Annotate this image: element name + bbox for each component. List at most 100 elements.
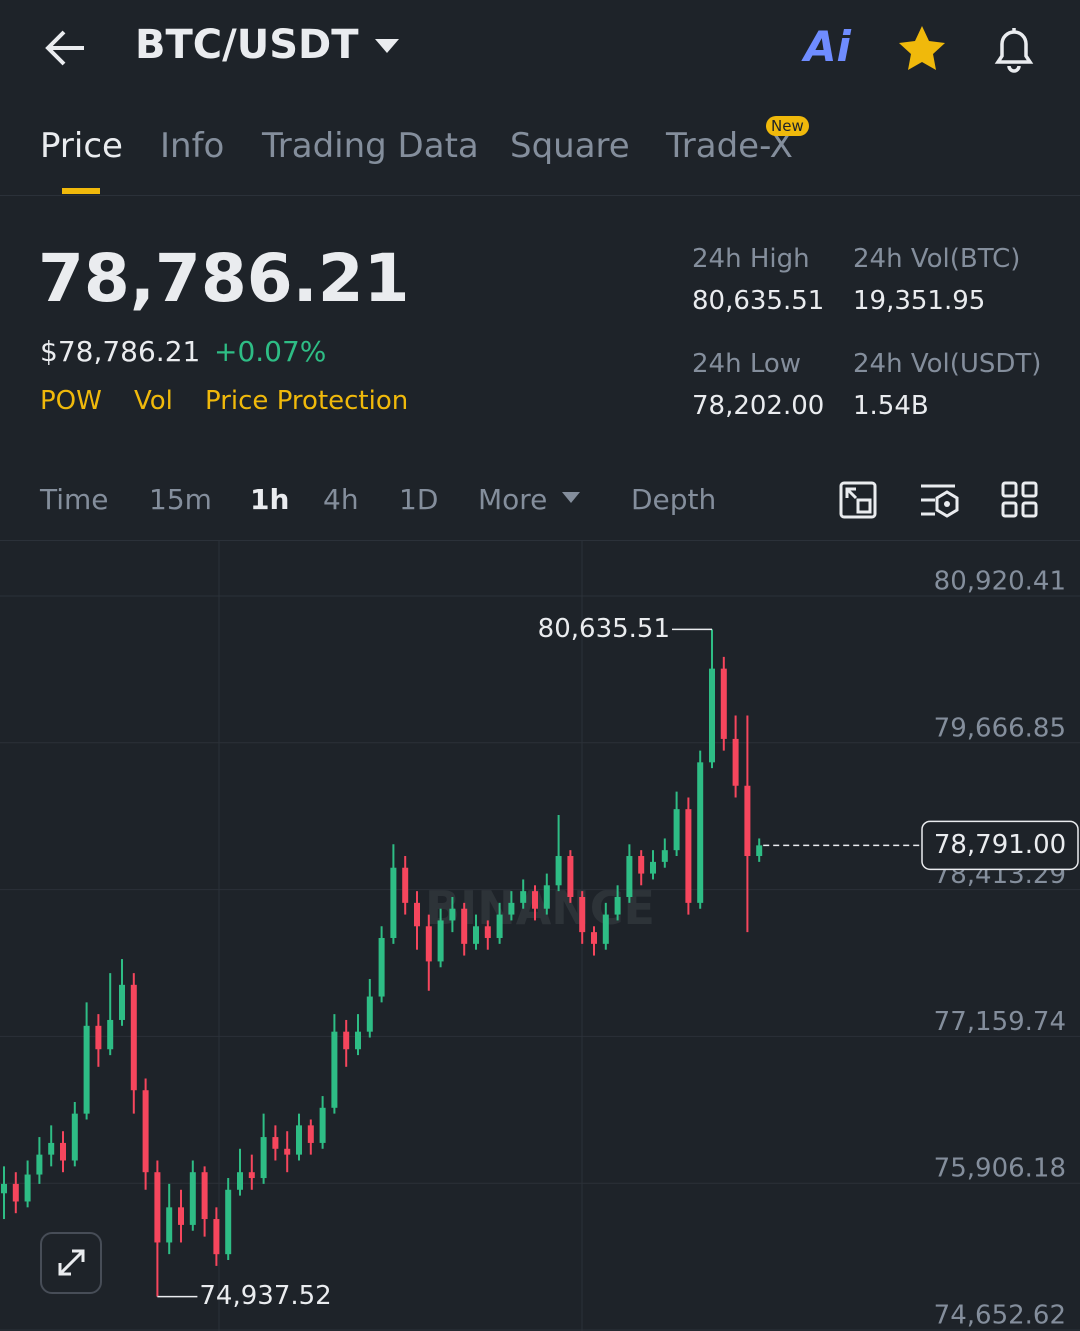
candle-body: [414, 902, 420, 927]
candle-body: [732, 738, 739, 786]
candle-body: [119, 984, 125, 1020]
candle-body: [36, 1154, 43, 1175]
last-price: 78,786.21: [38, 240, 410, 317]
candle-body: [248, 1172, 255, 1179]
high-marker-label: 80,635.51: [538, 614, 670, 644]
candle-body: [520, 891, 527, 903]
stat-label: 24h Low: [692, 349, 802, 379]
stat-value: 1.54B: [853, 391, 929, 421]
tab[interactable]: Info: [160, 126, 225, 166]
candle-body: [555, 856, 562, 886]
stat-value: 78,202.00: [692, 391, 825, 421]
candle-body: [402, 867, 409, 903]
candle-body: [260, 1137, 267, 1179]
candle-body: [378, 937, 385, 997]
tab[interactable]: Price: [40, 126, 123, 166]
candle-body: [272, 1137, 279, 1149]
candle-body: [178, 1207, 184, 1225]
more-dropdown[interactable]: [562, 492, 580, 504]
stat-label: 24h Vol(USDT): [853, 349, 1042, 379]
candle-body: [744, 785, 751, 857]
tab[interactable]: Square: [510, 126, 630, 166]
candle-body: [343, 1031, 350, 1050]
chart-tool-icon[interactable]: [838, 480, 878, 520]
candle-body: [307, 1125, 314, 1143]
indicator-icon[interactable]: [918, 480, 960, 520]
candle-body: [366, 996, 373, 1032]
divider: [0, 540, 1080, 541]
candle-body: [355, 1031, 361, 1050]
candle-body: [60, 1142, 66, 1161]
candle-body: [1, 1183, 7, 1194]
usd-price: $78,786.21: [40, 335, 201, 368]
candle-body: [284, 1148, 291, 1155]
candle-body: [496, 914, 503, 938]
tag[interactable]: Vol: [134, 386, 173, 416]
y-tick-label: 75,906.18: [934, 1154, 1066, 1184]
interval[interactable]: 4h: [323, 483, 359, 516]
candle-body: [532, 891, 538, 909]
favorite-star[interactable]: [896, 24, 948, 74]
tab[interactable]: Trading Data: [262, 126, 479, 166]
tag[interactable]: POW: [40, 386, 102, 416]
interval[interactable]: 15m: [149, 483, 212, 516]
candle-body: [626, 856, 633, 898]
candle-body: [437, 920, 444, 962]
y-tick-label: 74,652.62: [934, 1300, 1066, 1330]
candle-body: [24, 1174, 31, 1202]
last-price-box: [921, 820, 1079, 871]
interval[interactable]: More: [478, 483, 548, 516]
candle-body: [756, 845, 763, 857]
candle-body: [48, 1142, 55, 1155]
candle-body: [390, 867, 397, 938]
divider: [0, 195, 1080, 196]
candle-body: [189, 1172, 196, 1225]
candlestick-chart: BINANCE 80,920.4179,666.8578,413.2977,15…: [0, 541, 1080, 1331]
price-change: +0.07%: [214, 335, 327, 368]
candle-body: [331, 1031, 338, 1108]
stat-label: 24h Vol(BTC): [853, 244, 1021, 274]
tab-indicator: [62, 188, 100, 194]
candle-body: [107, 1019, 114, 1050]
candle-body: [296, 1125, 302, 1155]
candle-body: [83, 1025, 90, 1114]
candle-body: [602, 914, 609, 944]
fullscreen-button[interactable]: [40, 1232, 102, 1294]
candle-body: [697, 762, 704, 903]
candle-body: [543, 885, 550, 909]
alert-bell[interactable]: [990, 24, 1038, 74]
candle-body: [142, 1090, 149, 1173]
candle-body: [95, 1025, 102, 1050]
candle-body: [508, 902, 515, 915]
layout-icon[interactable]: [1000, 480, 1040, 520]
interval[interactable]: Time: [40, 483, 109, 516]
low-marker-label: 74,937.52: [199, 1281, 331, 1311]
interval[interactable]: 1D: [399, 483, 439, 516]
y-tick-label: 80,920.41: [934, 566, 1066, 596]
interval[interactable]: Depth: [631, 483, 717, 516]
y-tick-label: 77,159.74: [934, 1007, 1066, 1037]
candle-body: [237, 1172, 243, 1190]
candle-body: [638, 856, 645, 874]
candle-body: [661, 850, 668, 862]
candle-body: [213, 1219, 220, 1255]
interval[interactable]: 1h: [250, 483, 290, 516]
candle-body: [319, 1107, 326, 1143]
candle-body: [567, 856, 574, 898]
candle-body: [449, 908, 456, 921]
candle-body: [166, 1207, 173, 1243]
pair-title[interactable]: BTC/USDT: [135, 22, 359, 68]
candle-body: [225, 1189, 232, 1255]
candle-body: [720, 668, 727, 739]
pair-dropdown[interactable]: [374, 38, 400, 54]
candle-body: [484, 926, 491, 938]
stat-value: 19,351.95: [853, 286, 986, 316]
candle-body: [473, 926, 479, 944]
candle-body: [614, 897, 621, 915]
last-price-label: 78,791.00: [934, 830, 1066, 860]
ai-button[interactable]: Ai: [804, 22, 851, 71]
tag[interactable]: Price Protection: [205, 386, 409, 416]
back-button[interactable]: [42, 28, 88, 68]
candle-body: [685, 809, 692, 903]
